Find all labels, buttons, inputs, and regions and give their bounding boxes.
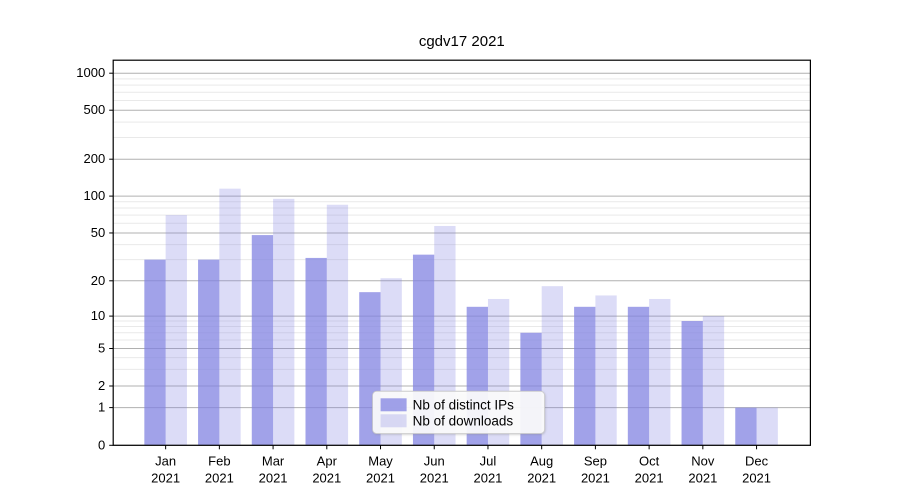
svg-text:1000: 1000 — [76, 65, 105, 80]
svg-text:Oct: Oct — [639, 453, 660, 468]
svg-text:2021: 2021 — [259, 470, 288, 485]
svg-text:2021: 2021 — [742, 470, 771, 485]
svg-text:Mar: Mar — [262, 453, 285, 468]
svg-text:500: 500 — [83, 102, 105, 117]
svg-text:0: 0 — [98, 437, 105, 452]
svg-text:May: May — [368, 453, 393, 468]
svg-text:200: 200 — [83, 151, 105, 166]
svg-text:Sep: Sep — [584, 453, 607, 468]
svg-text:2021: 2021 — [205, 470, 234, 485]
svg-text:Nov: Nov — [691, 453, 715, 468]
svg-text:2021: 2021 — [420, 470, 449, 485]
svg-text:Nb of distinct IPs: Nb of distinct IPs — [413, 397, 515, 412]
svg-text:Jul: Jul — [480, 453, 497, 468]
svg-text:1: 1 — [98, 400, 105, 415]
svg-text:2021: 2021 — [688, 470, 717, 485]
svg-text:5: 5 — [98, 341, 105, 356]
svg-text:Dec: Dec — [745, 453, 769, 468]
svg-text:Jun: Jun — [424, 453, 445, 468]
svg-text:Nb of downloads: Nb of downloads — [413, 413, 514, 428]
svg-text:100: 100 — [83, 188, 105, 203]
svg-text:50: 50 — [91, 225, 105, 240]
svg-text:Apr: Apr — [317, 453, 338, 468]
svg-text:2021: 2021 — [312, 470, 341, 485]
svg-text:2021: 2021 — [366, 470, 395, 485]
svg-text:2021: 2021 — [581, 470, 610, 485]
svg-text:2021: 2021 — [473, 470, 502, 485]
svg-text:2021: 2021 — [635, 470, 664, 485]
svg-text:20: 20 — [91, 273, 105, 288]
svg-text:10: 10 — [91, 308, 105, 323]
svg-text:2: 2 — [98, 378, 105, 393]
svg-text:2021: 2021 — [527, 470, 556, 485]
svg-text:Feb: Feb — [208, 453, 230, 468]
svg-text:Jan: Jan — [155, 453, 176, 468]
svg-text:2021: 2021 — [151, 470, 180, 485]
svg-text:Aug: Aug — [530, 453, 553, 468]
svg-text:cgdv17 2021: cgdv17 2021 — [419, 33, 505, 50]
